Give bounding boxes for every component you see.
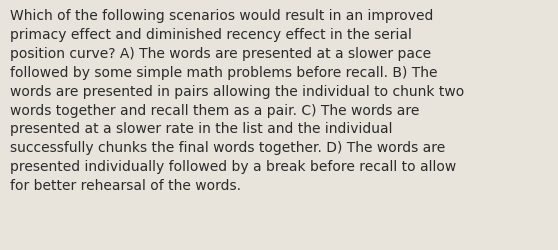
Text: Which of the following scenarios would result in an improved
primacy effect and : Which of the following scenarios would r… [10,9,464,192]
